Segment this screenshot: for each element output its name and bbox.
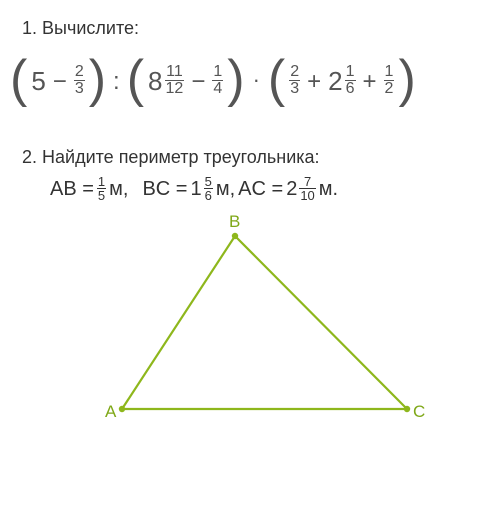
numer: 5 (204, 175, 213, 189)
numer: 1 (345, 64, 356, 81)
mult-op: · (249, 67, 264, 93)
expression-1: ( 5 − 2 3 ) : ( 8 11 12 − 1 4 ) · ( 2 3 … (10, 61, 478, 103)
unit: м, (216, 178, 235, 201)
fraction: 2 3 (74, 64, 85, 99)
vertex-c (404, 406, 410, 412)
denom: 6 (345, 80, 356, 98)
fraction: 2 3 (289, 64, 300, 99)
denom: 4 (212, 80, 223, 98)
numer: 7 (303, 175, 312, 189)
divide-op: : (110, 68, 123, 96)
label-a: A (105, 402, 116, 422)
fraction: 1 2 (384, 64, 395, 99)
plus-op: + (304, 68, 324, 96)
rparen-icon: ) (398, 59, 415, 101)
whole: 2 (328, 66, 342, 97)
denom: 5 (97, 188, 106, 203)
fraction: 5 6 (204, 175, 213, 203)
rparen-icon: ) (89, 59, 106, 101)
numer: 2 (74, 64, 85, 81)
numer: 11 (165, 64, 184, 81)
mixed-number: 1 5 6 (191, 176, 213, 204)
label-c: C (413, 402, 425, 422)
lparen-icon: ( (127, 59, 144, 101)
bc-label: BC = (142, 178, 187, 201)
whole: 8 (148, 66, 162, 97)
mixed-number: 2 1 6 (328, 65, 355, 100)
triangle-shape (122, 236, 407, 409)
vertex-a (119, 406, 125, 412)
label-b: B (229, 212, 240, 232)
lparen-icon: ( (268, 59, 285, 101)
ab-label: AB = (50, 178, 94, 201)
term: 5 (31, 66, 45, 97)
unit: м, (109, 178, 128, 201)
unit: м. (319, 178, 338, 201)
denom: 6 (204, 188, 213, 203)
vertex-b (232, 233, 238, 239)
numer: 1 (384, 64, 395, 81)
ac-label: AC = (238, 178, 283, 201)
fraction: 1 4 (212, 64, 223, 99)
fraction: 11 12 (165, 64, 185, 99)
minus-op: − (188, 68, 208, 96)
problem-1-heading: 1. Вычислите: (22, 18, 478, 39)
rparen-icon: ) (227, 59, 244, 101)
fraction: 1 6 (345, 64, 356, 99)
denom: 12 (165, 80, 185, 98)
whole: 1 (191, 178, 202, 201)
fraction: 7 10 (299, 175, 315, 203)
problem-2-heading: 2. Найдите периметр треугольника: (22, 147, 478, 168)
whole: 2 (286, 178, 297, 201)
denom: 3 (289, 80, 300, 98)
mixed-number: 2 7 10 (286, 176, 316, 204)
lparen-icon: ( (10, 59, 27, 101)
triangle-svg (77, 214, 437, 429)
triangle-figure: B A C (77, 214, 437, 429)
minus-op: − (50, 68, 70, 96)
numer: 1 (212, 64, 223, 81)
numer: 1 (97, 175, 106, 189)
mixed-number: 8 11 12 (148, 65, 184, 100)
numer: 2 (289, 64, 300, 81)
fraction: 1 5 (97, 175, 106, 203)
plus-op: + (360, 68, 380, 96)
problem-2-givens: AB = 1 5 м, BC = 1 5 6 м, AC = 2 7 10 м. (50, 176, 478, 204)
denom: 2 (384, 80, 395, 98)
denom: 10 (299, 188, 315, 203)
denom: 3 (74, 80, 85, 98)
